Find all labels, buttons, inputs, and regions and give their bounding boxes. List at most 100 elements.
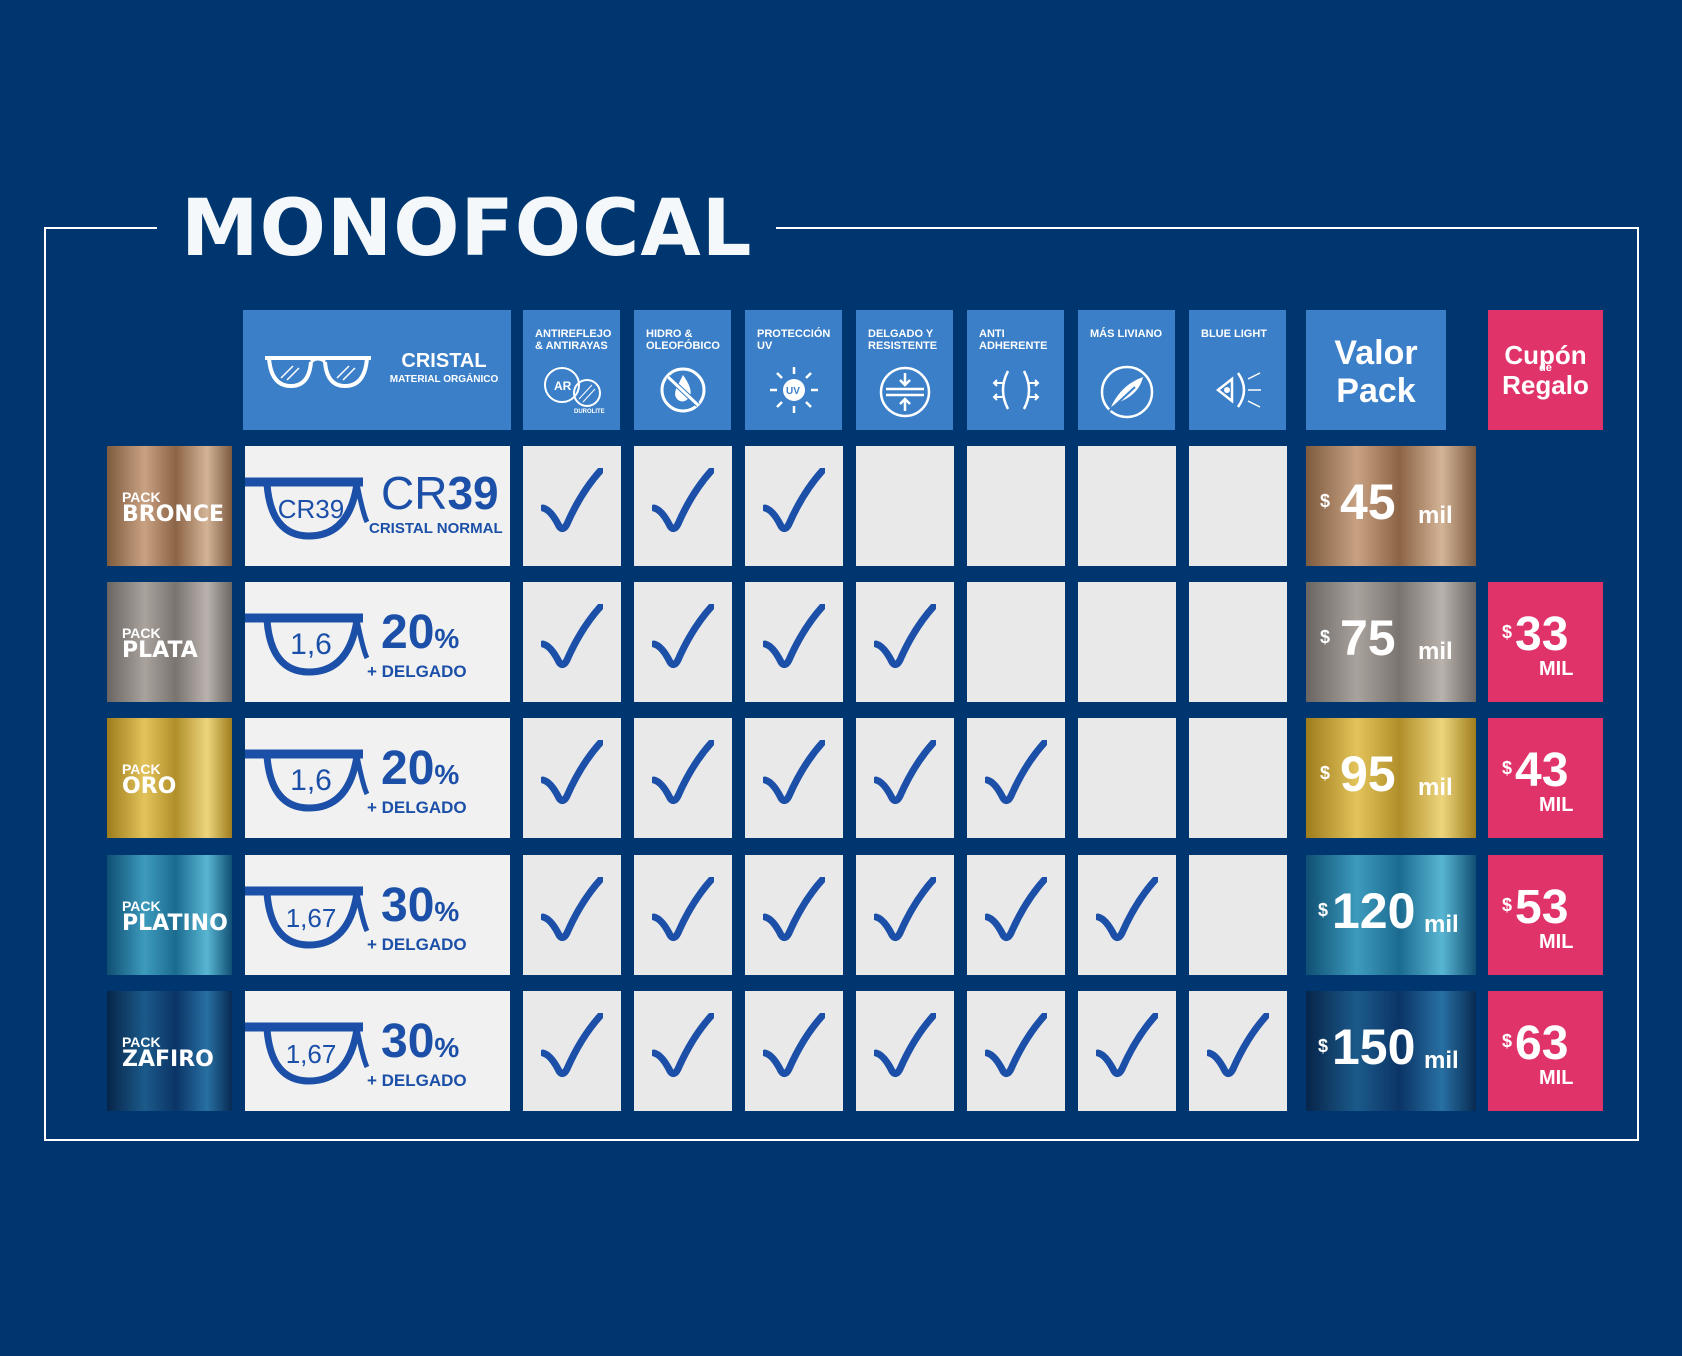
check-icon [985,877,1047,942]
price-cell: $150 mil [1306,991,1476,1111]
cupon-value: 63 [1515,1017,1569,1070]
cristal-subtitle: MATERIAL ORGÁNICO [389,374,499,385]
svg-text:AR: AR [554,379,572,393]
price-symbol: $ [1320,763,1331,783]
feature-cell [745,991,843,1111]
check-icon [652,604,714,669]
header-valor-pack: Valor Pack [1306,310,1446,430]
lens-percent: 30% [381,1017,459,1073]
check-icon [652,1013,714,1078]
check-icon [652,877,714,942]
header-label: BLUE LIGHT [1201,328,1267,340]
check-icon [874,604,936,669]
header-liviano: MÁS LIVIANO [1078,310,1175,430]
lens-frame-icon: 1,67 [245,1022,370,1085]
header-label: DELGADO Y RESISTENTE [868,328,938,352]
price-unit: mil [1418,774,1453,801]
feature-cell [1078,718,1176,838]
price-value: 45 [1340,474,1396,530]
check-icon [1096,877,1158,942]
check-icon [541,604,603,669]
feature-cell [856,446,954,566]
price-value: 95 [1340,746,1396,802]
price-cell: $120 mil [1306,855,1476,975]
pack-label: PACK [122,625,161,641]
lens-title-a: CR [381,467,448,519]
blue-light-icon [1215,372,1261,408]
price-symbol: $ [1320,627,1331,647]
pack-badge-zafiro: PACK ZAFIRO [107,991,232,1111]
price-value: 150 [1332,1019,1416,1075]
cupon-symbol: $ [1502,895,1513,915]
check-icon [541,1013,603,1078]
lens-percent-value: 20 [381,606,435,659]
lens-percent: 20% [381,608,459,664]
lens-cell: 1,6 20% + DELGADO [245,582,510,702]
feature-cell [634,991,732,1111]
cupon-cell: $33 MIL [1488,582,1603,702]
anti-adherent-icon [992,370,1039,410]
cupon-unit: MIL [1539,658,1574,680]
feature-cell [1189,991,1287,1111]
svg-text:UV: UV [786,386,800,397]
feature-cell [1078,991,1176,1111]
feature-cell [967,991,1065,1111]
feature-cell [967,582,1065,702]
cupon-value: 43 [1515,744,1569,797]
check-icon [1207,1013,1269,1078]
price-unit: mil [1418,638,1453,665]
cupon-line1: Cupón [1504,340,1587,370]
check-icon [985,1013,1047,1078]
price-symbol: $ [1318,1036,1329,1056]
ar-lens-icon: AR DUROLITE [543,367,604,415]
feature-cell [634,446,732,566]
header-hidro: HIDRO & OLEOFÓBICO [634,310,731,430]
lens-cell: 1,67 30% + DELGADO [245,855,510,975]
table-frame [44,227,1639,1141]
check-icon [763,468,825,533]
feature-cell [967,718,1065,838]
feature-cell [523,718,621,838]
lens-code: 1,6 [290,764,332,797]
feature-cell [1189,855,1287,975]
check-icon [1096,1013,1158,1078]
lens-frame-icon: 1,67 [245,886,370,949]
water-drop-icon [660,367,705,413]
cupon-value: 33 [1515,608,1569,661]
check-icon [763,740,825,805]
glasses-icon [265,356,371,389]
lens-percent-sign: % [434,1032,460,1063]
check-icon [874,740,936,805]
lens-cell: 1,6 20% + DELGADO [245,718,510,838]
lens-frame-icon: 1,6 [245,613,370,676]
pack-label: PACK [122,1034,161,1050]
price-cell: $95 mil [1306,718,1476,838]
feature-cell [634,582,732,702]
feature-cell [745,446,843,566]
cupon-cell: $43 MIL [1488,718,1603,838]
lens-percent-sign: % [434,623,460,654]
price-unit: mil [1424,1047,1459,1074]
check-icon [763,604,825,669]
pack-name: ORO [122,774,177,799]
header-uv: PROTECCIÓN UV UV [745,310,842,430]
lens-percent-sign: % [434,759,460,790]
price-cell: $75 mil [1306,582,1476,702]
pack-name: BRONCE [122,502,224,527]
pack-badge-plata: PACK PLATA [107,582,232,702]
uv-sun-icon: UV [769,367,818,413]
header-cupon-regalo: Cupón de Regalo [1488,310,1603,430]
pack-label: PACK [122,489,161,505]
feature-cell [634,718,732,838]
pack-name: ZAFIRO [122,1047,214,1072]
cupon-line2: Regalo [1502,370,1589,400]
check-icon [763,1013,825,1078]
cupon-symbol: $ [1502,758,1513,778]
lens-code: 1,67 [286,1039,337,1069]
lens-subtitle: + DELGADO [367,798,467,817]
feature-cell [634,855,732,975]
lens-code: CR39 [278,494,344,524]
check-icon [541,468,603,533]
pack-name: PLATINO [122,911,228,936]
lens-code: 1,67 [286,903,337,933]
